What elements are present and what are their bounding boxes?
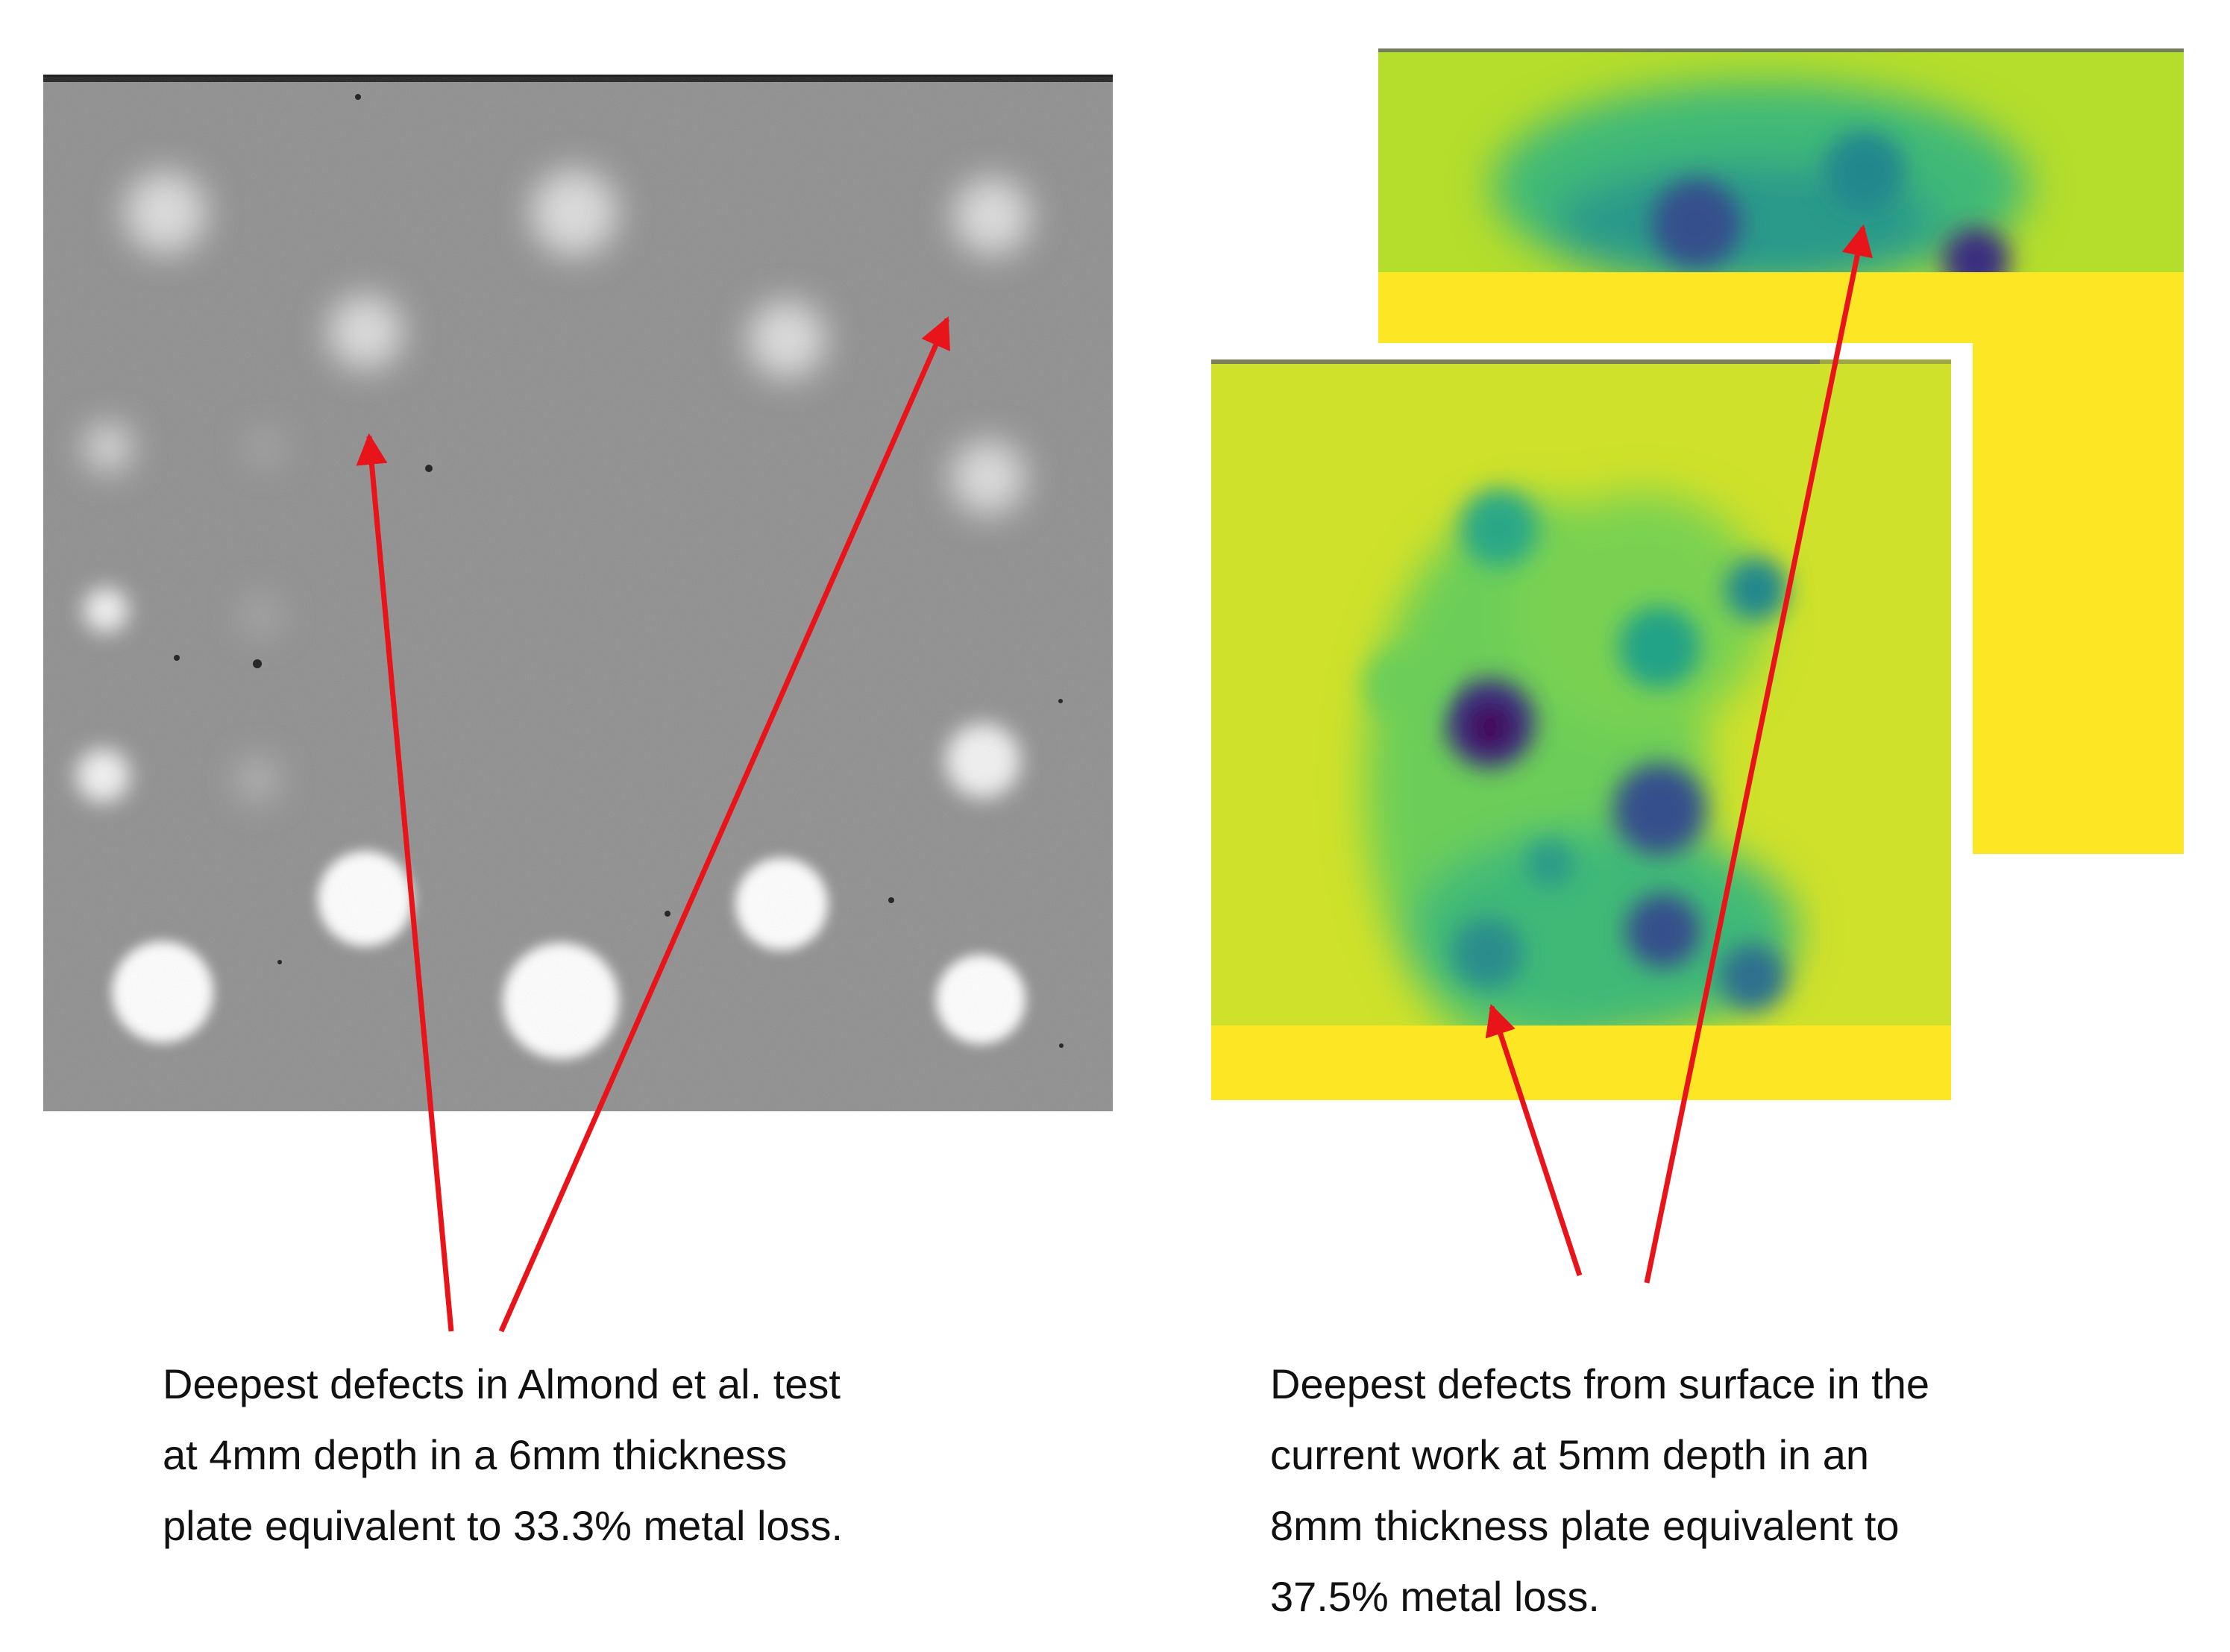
caption-right: Deepest defects from surface in the curr… xyxy=(1270,1348,1929,1632)
caption-right-line-2: current work at 5mm depth in an xyxy=(1270,1431,1870,1478)
caption-left-line-2: at 4mm depth in a 6mm thickness xyxy=(163,1431,788,1478)
arrow-left-1 xyxy=(356,433,454,1332)
viridis-front-slice xyxy=(1211,359,1951,1100)
arrow-right-2 xyxy=(1644,224,1873,1284)
arrow-left-2 xyxy=(498,316,950,1333)
caption-right-line-3: 8mm thickness plate equivalent to xyxy=(1270,1502,1900,1549)
caption-left-line-3: plate equivalent to 33.3% metal loss. xyxy=(163,1502,844,1549)
caption-left-line-1: Deepest defects in Almond et al. test xyxy=(163,1360,841,1407)
viridis-back-slice xyxy=(1378,48,2184,854)
annotation-arrows xyxy=(356,224,1873,1333)
caption-right-line-1: Deepest defects from surface in the xyxy=(1270,1360,1929,1407)
caption-right-line-4: 37.5% metal loss. xyxy=(1270,1573,1600,1620)
arrow-right-1 xyxy=(1485,1004,1583,1277)
caption-left: Deepest defects in Almond et al. test at… xyxy=(163,1348,843,1561)
thermal-grayscale-image xyxy=(43,75,1113,1111)
